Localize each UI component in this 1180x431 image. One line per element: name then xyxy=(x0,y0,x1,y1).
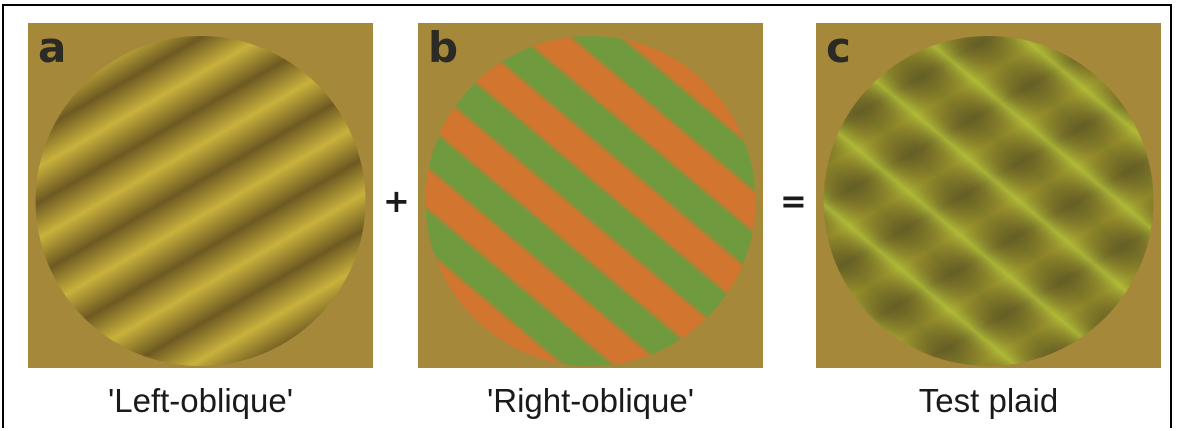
panel-b-right-oblique-grating: b xyxy=(418,23,763,368)
figure-frame xyxy=(2,4,1172,428)
equals-sign: = xyxy=(780,182,807,220)
panel-label-a: a xyxy=(38,23,67,72)
panel-label-b: b xyxy=(428,23,459,72)
panel-a-left-oblique-grating: a xyxy=(28,23,373,368)
caption-test-plaid: Test plaid xyxy=(918,382,1059,419)
test-plaid-image xyxy=(816,23,1161,368)
right-oblique-grating-image xyxy=(418,23,763,368)
caption-left-oblique: 'Left-oblique' xyxy=(107,382,294,419)
panel-c-test-plaid: c xyxy=(816,23,1161,368)
panel-label-c: c xyxy=(826,23,851,72)
caption-right-oblique: 'Right-oblique' xyxy=(486,382,695,419)
plus-sign: + xyxy=(383,182,410,220)
left-oblique-grating-image xyxy=(28,23,373,368)
